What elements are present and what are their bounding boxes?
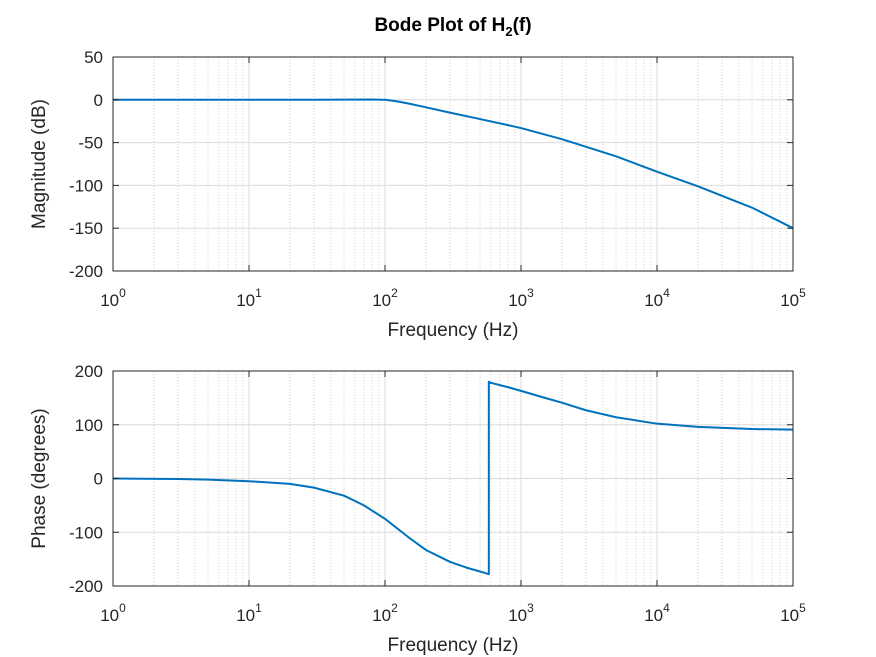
phase-y-tick-label: -200: [69, 577, 103, 596]
magnitude-y-tick-label: -200: [69, 262, 103, 281]
figure-title: Bode Plot of H2(f): [374, 15, 531, 39]
magnitude-plot: 100 101 102 103 104 105 50 0 -50 -100 -150 -200 Freq…: [29, 48, 806, 341]
magnitude-y-tick-label: 0: [94, 91, 103, 110]
magnitude-x-tick-label: 104: [644, 286, 670, 310]
magnitude-x-tick-label: 103: [508, 286, 534, 310]
phase-y-tick-label: 200: [75, 362, 103, 381]
magnitude-y-tick-label: -100: [69, 176, 103, 195]
magnitude-y-tick-label: -150: [69, 219, 103, 238]
magnitude-x-tick-label: 101: [236, 286, 262, 310]
phase-x-tick-label: 103: [508, 601, 534, 625]
phase-y-tick-label: 100: [75, 416, 103, 435]
phase-x-tick-label: 105: [780, 601, 806, 625]
phase-series-line: [112, 380, 794, 576]
magnitude-y-axis-label: Magnitude (dB): [29, 99, 50, 229]
magnitude-y-tick-label: -50: [78, 134, 103, 153]
phase-x-axis-label: Frequency (Hz): [388, 635, 519, 656]
phase-y-axis-label: Phase (degrees): [29, 408, 50, 548]
magnitude-y-tick-label: 50: [84, 48, 103, 67]
phase-x-tick-label: 100: [100, 601, 126, 625]
phase-x-tick-label: 104: [644, 601, 670, 625]
magnitude-x-axis-label: Frequency (Hz): [388, 320, 519, 341]
magnitude-plot-area: [113, 57, 793, 271]
phase-x-tick-label: 102: [372, 601, 398, 625]
phase-x-tick-label: 101: [236, 601, 262, 625]
magnitude-x-tick-label: 102: [372, 286, 398, 310]
magnitude-axes-box: [112, 56, 794, 272]
phase-y-tick-label: 0: [94, 470, 103, 489]
phase-plot: 100 101 102 103 104 105 200 100 0 -100 -200 Frequen…: [29, 362, 806, 656]
magnitude-x-tick-label: 100: [100, 286, 126, 310]
phase-y-tick-label: -100: [69, 523, 103, 542]
magnitude-series-line: [113, 98, 794, 230]
magnitude-x-tick-label: 105: [780, 286, 806, 310]
